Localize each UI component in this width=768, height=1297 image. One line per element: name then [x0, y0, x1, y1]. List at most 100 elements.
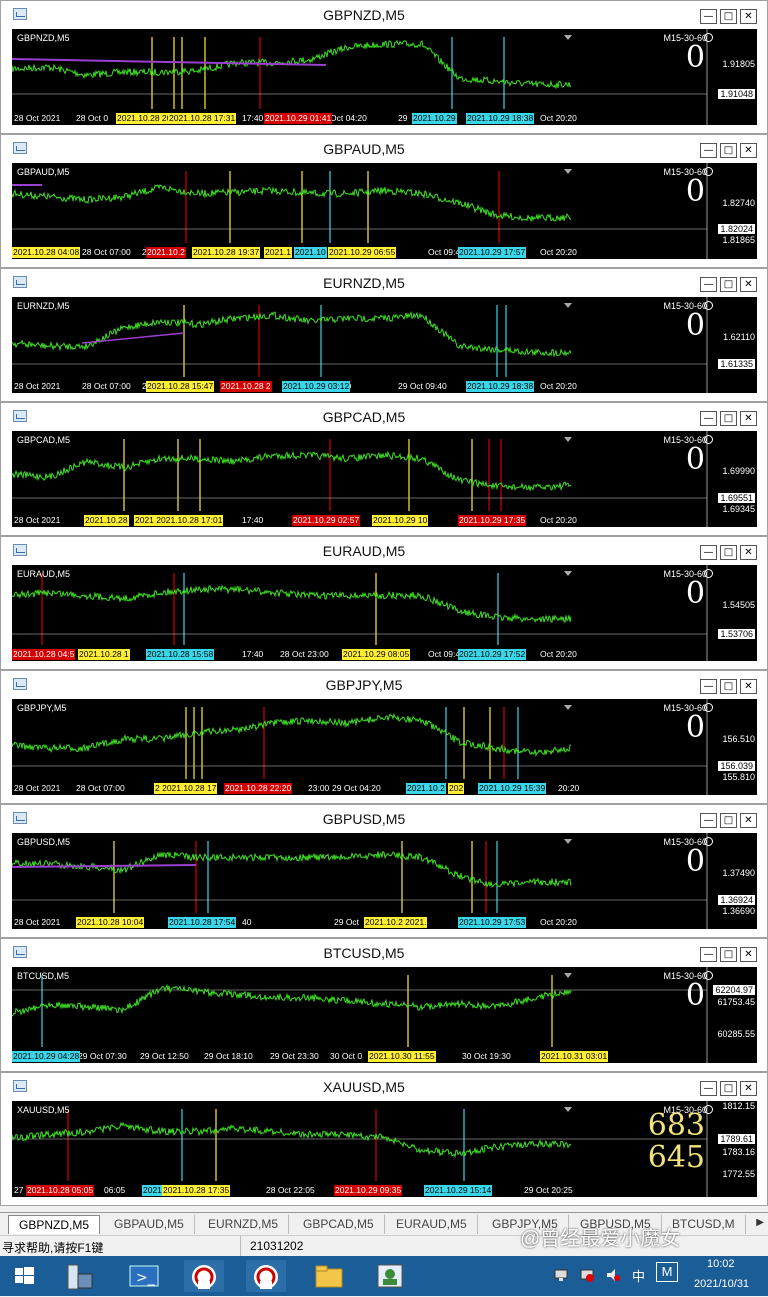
event-time-tag: 2021.10.28 202	[116, 113, 178, 124]
chart-tab[interactable]: BTCUSD,M	[662, 1215, 746, 1234]
chart-tab[interactable]: EURAUD,M5	[386, 1215, 478, 1234]
window-titlebar[interactable]: BTCUSD,M5 — □ ✕	[1, 939, 767, 967]
window-title: GBPJPY,M5	[325, 677, 403, 693]
close-button[interactable]: ✕	[740, 411, 757, 426]
chart-tab[interactable]: GBPCAD,M5	[293, 1215, 385, 1234]
chart-window[interactable]: XAUUSD,M5 — □ ✕ XAUUSD,M5 M15-30-60 683 645 1812…	[0, 1072, 768, 1206]
window-titlebar[interactable]: GBPAUD,M5 — □ ✕	[1, 135, 767, 163]
maximize-button[interactable]: □	[720, 411, 737, 426]
file-explorer-button[interactable]	[308, 1260, 348, 1292]
chart-window[interactable]: BTCUSD,M5 — □ ✕ BTCUSD,M5 M15-30-60 0 62204.97 6…	[0, 938, 768, 1072]
window-titlebar[interactable]: GBPCAD,M5 — □ ✕	[1, 403, 767, 431]
close-button[interactable]: ✕	[740, 813, 757, 828]
indicator-clock-icon[interactable]	[704, 703, 713, 712]
maximize-button[interactable]: □	[720, 679, 737, 694]
window-titlebar[interactable]: GBPNZD,M5 — □ ✕	[1, 1, 767, 29]
maximize-button[interactable]: □	[720, 9, 737, 24]
chart-window[interactable]: GBPJPY,M5 — □ ✕ GBPJPY,M5 M15-30-60 0 156.510 15…	[0, 670, 768, 804]
window-titlebar[interactable]: XAUUSD,M5 — □ ✕	[1, 1073, 767, 1101]
ime-mode[interactable]: M	[656, 1262, 678, 1282]
indicator-value: 0	[685, 442, 705, 477]
price-series-line	[12, 184, 572, 222]
start-button[interactable]	[4, 1260, 44, 1292]
close-button[interactable]: ✕	[740, 1081, 757, 1096]
powershell-button[interactable]: >_	[124, 1260, 164, 1292]
close-button[interactable]: ✕	[740, 545, 757, 560]
chart-tab[interactable]: GBPJPY,M5	[482, 1215, 569, 1234]
tab-scroll-arrow-icon[interactable]: ▶	[756, 1217, 764, 1228]
price-chart[interactable]: GBPNZD,M5 M15-30-60 0 1.91805 1.91048 28 Oct …	[12, 29, 757, 125]
minimize-button[interactable]: —	[700, 411, 717, 426]
price-axis-label: 1783.16	[722, 1147, 755, 1157]
terminal-button-2[interactable]	[246, 1260, 286, 1292]
window-titlebar[interactable]: EURNZD,M5 — □ ✕	[1, 269, 767, 297]
network-icon[interactable]	[554, 1268, 568, 1285]
price-chart[interactable]: EURAUD,M5 M15-30-60 0 1.54505 1.53706 17:40 28…	[12, 565, 757, 661]
current-price-tag: 62204.97	[713, 985, 755, 995]
current-price-tag: 1.36924	[718, 895, 755, 905]
price-chart[interactable]: GBPUSD,M5 M15-30-60 0 1.37490 1.36924 1.36690…	[12, 833, 757, 929]
server-manager-button[interactable]	[58, 1260, 98, 1292]
minimize-button[interactable]: —	[700, 9, 717, 24]
close-button[interactable]: ✕	[740, 947, 757, 962]
chart-window-icon	[13, 544, 27, 556]
indicator-clock-icon[interactable]	[704, 837, 713, 846]
terminal-button-1[interactable]	[184, 1260, 224, 1292]
maximize-button[interactable]: □	[720, 143, 737, 158]
chart-window[interactable]: GBPCAD,M5 — □ ✕ GBPCAD,M5 M15-30-60 0 1.69990 1.…	[0, 402, 768, 536]
chart-window[interactable]: GBPUSD,M5 — □ ✕ GBPUSD,M5 M15-30-60 0 1.37490 1.…	[0, 804, 768, 938]
price-chart[interactable]: XAUUSD,M5 M15-30-60 683 645 1812.15 1789.61 17…	[12, 1101, 757, 1197]
minimize-button[interactable]: —	[700, 545, 717, 560]
price-chart[interactable]: GBPCAD,M5 M15-30-60 0 1.69990 1.69551 1.69345…	[12, 431, 757, 527]
minimize-button[interactable]: —	[700, 277, 717, 292]
indicator-clock-icon[interactable]	[704, 33, 713, 42]
close-button[interactable]: ✕	[740, 679, 757, 694]
maximize-button[interactable]: □	[720, 947, 737, 962]
chart-window[interactable]: EURAUD,M5 — □ ✕ EURAUD,M5 M15-30-60 0 1.54505 1.…	[0, 536, 768, 670]
minimize-button[interactable]: —	[700, 1081, 717, 1096]
minimize-button[interactable]: —	[700, 143, 717, 158]
close-button[interactable]: ✕	[740, 143, 757, 158]
clock-time[interactable]: 10:02	[707, 1258, 735, 1270]
close-button[interactable]: ✕	[740, 277, 757, 292]
indicator-clock-icon[interactable]	[704, 167, 713, 176]
svg-text:>_: >_	[136, 1270, 156, 1286]
maximize-button[interactable]: □	[720, 1081, 737, 1096]
price-chart[interactable]: EURNZD,M5 M15-30-60 0 1.62110 1.61335 28 Oct …	[12, 297, 757, 393]
indicator-clock-icon[interactable]	[704, 435, 713, 444]
window-titlebar[interactable]: GBPJPY,M5 — □ ✕	[1, 671, 767, 699]
clock-date[interactable]: 2021/10/31	[694, 1278, 750, 1290]
price-chart[interactable]: BTCUSD,M5 M15-30-60 0 62204.97 61753.45 60285…	[12, 967, 757, 1063]
indicator-clock-icon[interactable]	[704, 301, 713, 310]
maximize-button[interactable]: □	[720, 277, 737, 292]
chart-window[interactable]: EURNZD,M5 — □ ✕ EURNZD,M5 M15-30-60 0 1.62110 1.…	[0, 268, 768, 402]
ime-indicator[interactable]: 中	[632, 1269, 646, 1284]
indicator-value: 0	[685, 576, 705, 611]
maximize-button[interactable]: □	[720, 813, 737, 828]
chart-tab[interactable]: GBPUSD,M5	[570, 1215, 662, 1234]
event-time-tag: 2021.10.29 15:39	[478, 783, 547, 794]
chart-window[interactable]: GBPNZD,M5 — □ ✕ GBPNZD,M5 M15-30-60 0 1.91805 1.…	[0, 0, 768, 134]
close-button[interactable]: ✕	[740, 9, 757, 24]
indicator-clock-icon[interactable]	[704, 1105, 713, 1114]
time-axis-label: 28 Oct 0	[76, 113, 109, 123]
chart-tab[interactable]: GBPAUD,M5	[104, 1215, 195, 1234]
maximize-button[interactable]: □	[720, 545, 737, 560]
app-button[interactable]	[370, 1260, 410, 1292]
minimize-button[interactable]: —	[700, 679, 717, 694]
chart-tab[interactable]: GBPNZD,M5	[8, 1215, 101, 1234]
network-warning-icon[interactable]	[580, 1268, 594, 1285]
chart-tab[interactable]: EURNZD,M5	[198, 1215, 290, 1234]
indicator-clock-icon[interactable]	[704, 569, 713, 578]
window-titlebar[interactable]: GBPUSD,M5 — □ ✕	[1, 805, 767, 833]
indicator-clock-icon[interactable]	[704, 971, 713, 980]
price-chart[interactable]: GBPAUD,M5 M15-30-60 0 1.82740 1.82024 1.81865…	[12, 163, 757, 259]
chart-window[interactable]: GBPAUD,M5 — □ ✕ GBPAUD,M5 M15-30-60 0 1.82740 1.…	[0, 134, 768, 268]
minimize-button[interactable]: —	[700, 947, 717, 962]
minimize-button[interactable]: —	[700, 813, 717, 828]
window-titlebar[interactable]: EURAUD,M5 — □ ✕	[1, 537, 767, 565]
window-title: EURNZD,M5	[323, 275, 405, 291]
price-chart[interactable]: GBPJPY,M5 M15-30-60 0 156.510 156.039 155.810…	[12, 699, 757, 795]
volume-muted-icon[interactable]	[606, 1268, 620, 1285]
window-title: GBPCAD,M5	[322, 409, 406, 425]
